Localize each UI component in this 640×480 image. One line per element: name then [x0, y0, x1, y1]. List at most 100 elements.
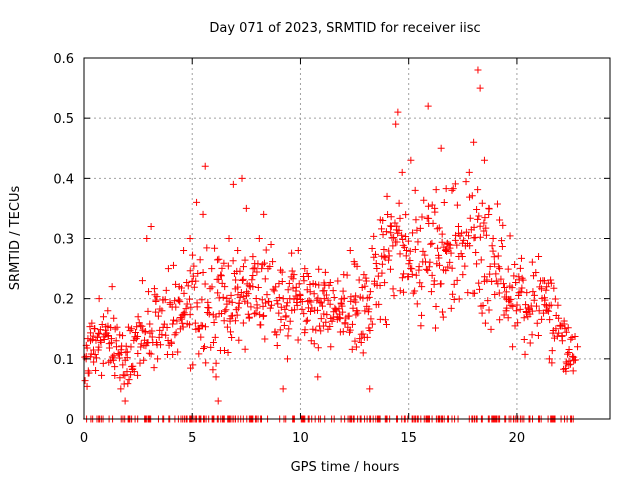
data-point — [450, 280, 458, 288]
data-point — [546, 316, 554, 324]
data-point — [304, 273, 312, 281]
data-point — [212, 313, 220, 321]
data-point — [111, 363, 119, 371]
data-point — [515, 291, 523, 299]
data-point — [108, 283, 116, 291]
data-point — [90, 325, 98, 333]
data-point — [97, 338, 105, 346]
data-point — [208, 265, 216, 273]
data-point — [303, 269, 311, 277]
data-point — [124, 323, 132, 331]
data-point — [538, 315, 546, 323]
data-point — [473, 205, 481, 213]
data-point — [172, 303, 180, 311]
data-point — [520, 314, 528, 322]
data-point — [239, 275, 247, 283]
data-point — [411, 246, 419, 254]
data-point — [428, 271, 436, 279]
data-point — [107, 335, 115, 343]
data-point — [211, 333, 219, 341]
data-point — [312, 326, 320, 334]
data-point — [254, 284, 262, 292]
data-point — [459, 271, 467, 279]
data-point — [145, 288, 153, 296]
data-point — [267, 240, 275, 248]
data-point — [500, 311, 508, 319]
data-point — [252, 309, 260, 317]
data-point — [416, 224, 424, 232]
data-point — [249, 253, 257, 261]
data-point — [476, 285, 484, 293]
data-point — [543, 283, 551, 291]
data-point — [189, 251, 197, 259]
data-point — [140, 356, 148, 364]
data-points — [81, 66, 582, 423]
data-point — [201, 323, 209, 331]
data-point — [260, 210, 268, 218]
data-point — [223, 323, 231, 331]
x-tick-label: 5 — [188, 431, 196, 446]
data-point — [494, 252, 502, 260]
data-point — [147, 222, 155, 230]
data-point — [219, 293, 227, 301]
data-point — [214, 289, 222, 297]
data-point — [372, 259, 380, 267]
data-point — [200, 343, 208, 351]
data-point — [564, 324, 572, 332]
data-point — [138, 322, 146, 330]
data-point — [421, 251, 429, 259]
data-point — [385, 256, 393, 264]
data-point — [413, 226, 421, 234]
data-point — [430, 280, 438, 288]
data-point — [171, 297, 179, 305]
data-point — [562, 367, 570, 375]
data-point — [268, 301, 276, 309]
data-point — [94, 346, 102, 354]
data-point — [320, 310, 328, 318]
data-point — [148, 327, 156, 335]
data-point — [442, 267, 450, 275]
data-point — [164, 265, 172, 273]
data-point — [389, 285, 397, 293]
data-point — [428, 239, 436, 247]
data-point — [389, 242, 397, 250]
data-point — [213, 256, 221, 264]
data-point — [107, 324, 115, 332]
data-point — [214, 397, 222, 405]
data-point — [347, 297, 355, 305]
data-point — [246, 283, 254, 291]
data-point — [127, 371, 135, 379]
data-point — [412, 271, 420, 279]
data-point — [511, 260, 519, 268]
data-point — [538, 285, 546, 293]
data-point — [565, 346, 573, 354]
data-point — [514, 319, 522, 327]
data-point — [376, 216, 384, 224]
data-point — [485, 205, 493, 213]
data-point — [180, 289, 188, 297]
data-point — [473, 260, 481, 268]
data-point — [416, 279, 424, 287]
data-point — [428, 201, 436, 209]
y-tick-label: 0.3 — [53, 233, 74, 248]
data-point — [303, 316, 311, 324]
data-point — [381, 279, 389, 287]
data-point — [380, 246, 388, 254]
data-point — [183, 300, 191, 308]
data-point — [530, 291, 538, 299]
data-point — [368, 244, 376, 252]
data-point — [396, 287, 404, 295]
data-point — [405, 260, 413, 268]
data-point — [512, 278, 520, 286]
data-point — [288, 249, 296, 257]
data-point — [111, 372, 119, 380]
data-point — [383, 192, 391, 200]
data-point — [276, 326, 284, 334]
data-point — [378, 269, 386, 277]
data-point — [497, 275, 505, 283]
data-point — [534, 331, 542, 339]
data-point — [150, 285, 158, 293]
data-point — [341, 319, 349, 327]
data-point — [306, 307, 314, 315]
